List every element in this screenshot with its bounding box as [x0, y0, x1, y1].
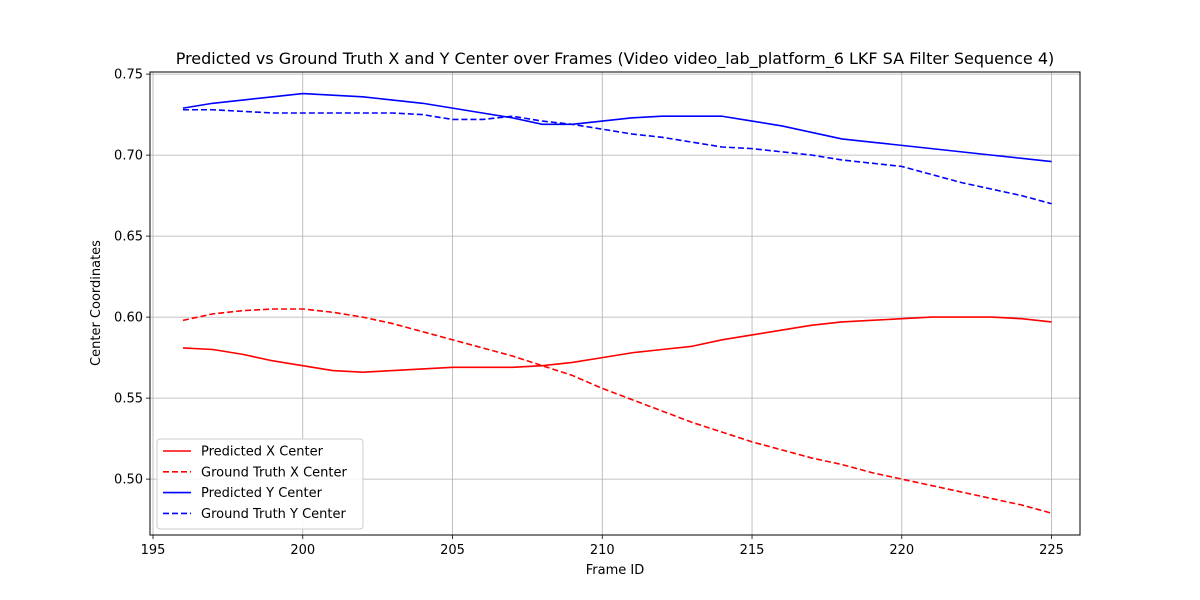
y-axis-label: Center Coordinates — [89, 240, 104, 366]
legend-label: Predicted X Center — [201, 445, 324, 460]
x-tick-label: 220 — [889, 543, 914, 558]
series-line-predicted-x-center — [182, 316, 1052, 373]
legend-label: Ground Truth Y Center — [201, 507, 347, 522]
x-tick-label: 215 — [740, 543, 765, 558]
x-tick-label: 195 — [141, 543, 166, 558]
x-tick-label: 200 — [290, 543, 315, 558]
legend-label: Predicted Y Center — [201, 486, 323, 501]
x-axis-label: Frame ID — [586, 563, 644, 578]
plot-frame — [149, 71, 1081, 536]
y-tick-label: 0.70 — [114, 149, 143, 164]
y-tick-label: 0.50 — [114, 473, 143, 488]
series-line-ground-truth-x-center — [182, 308, 1052, 514]
x-tick-label: 210 — [590, 543, 615, 558]
y-tick-label: 0.55 — [114, 392, 143, 407]
legend-label: Ground Truth X Center — [201, 465, 347, 480]
series-line-ground-truth-y-center — [182, 108, 1052, 205]
y-tick-label: 0.65 — [114, 230, 143, 245]
y-tick-label: 0.60 — [114, 311, 143, 326]
x-tick-label: 205 — [440, 543, 465, 558]
legend: Predicted X Center Ground Truth X Center P… — [156, 438, 364, 530]
axis-ticks: 195 200 205 210 215 220 225 0.50 0.55 0.60 0.65 0.7… — [114, 68, 1064, 558]
chart-title: Predicted vs Ground Truth X and Y Center… — [176, 49, 1055, 69]
y-tick-label: 0.75 — [114, 68, 143, 83]
x-tick-label: 225 — [1039, 543, 1064, 558]
series-lines — [182, 92, 1052, 514]
series-line-predicted-y-center — [182, 92, 1052, 163]
legend-box — [156, 438, 364, 530]
